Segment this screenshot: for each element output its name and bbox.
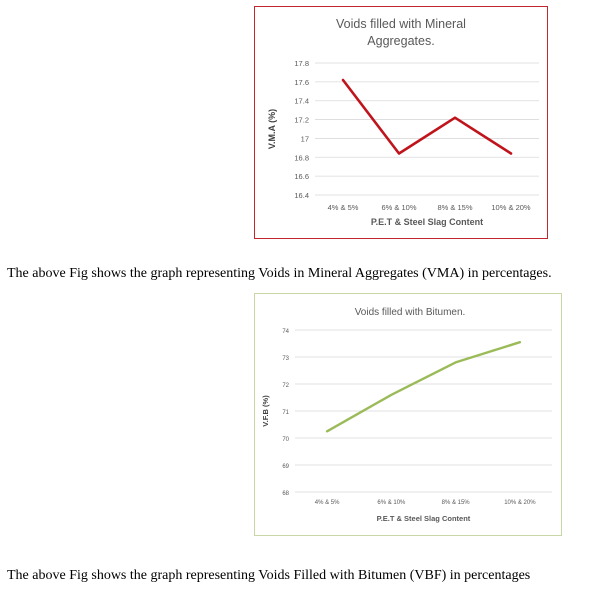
- vbf-caption: The above Fig shows the graph representi…: [7, 568, 531, 583]
- vbf-chart-svg: Voids filled with Bitumen. 68 69 70 71 72 73 74…: [261, 307, 552, 523]
- vbf-x-tick-label: 6% & 10%: [377, 500, 406, 506]
- vma-y-tick-label: 17.6: [294, 78, 309, 87]
- vma-chart-title: Aggregates.: [367, 34, 434, 48]
- vbf-y-tick-label: 70: [282, 437, 289, 443]
- vbf-chart-title: Voids filled with Bitumen.: [355, 307, 466, 318]
- vbf-series-line: [325, 341, 522, 433]
- vma-y-tick-label: 17.4: [294, 97, 309, 106]
- vbf-y-tick-label: 73: [282, 356, 289, 362]
- vma-chart-svg: Voids filled with Mineral Aggregates. 16.4…: [267, 17, 539, 227]
- vma-y-tick-label: 16.4: [294, 191, 309, 200]
- vma-x-tick-label: 4% & 5%: [328, 203, 359, 212]
- vbf-y-tick-label: 71: [282, 410, 289, 416]
- vbf-x-tick-label: 4% & 5%: [315, 500, 340, 506]
- vma-chart-title: Voids filled with Mineral: [336, 17, 466, 31]
- vma-caption: The above Fig shows the graph representi…: [7, 266, 552, 281]
- vma-x-tick-label: 10% & 20%: [491, 203, 531, 212]
- vbf-y-tick-label: 72: [282, 383, 289, 389]
- vma-x-tick-label: 6% & 10%: [381, 203, 416, 212]
- vbf-y-tick-label: 69: [282, 464, 289, 470]
- vma-y-tick-label: 17: [301, 134, 309, 143]
- vma-chart: Voids filled with Mineral Aggregates. 16.4…: [254, 6, 548, 239]
- vma-y-tick-label: 16.6: [294, 172, 309, 181]
- vbf-chart: Voids filled with Bitumen. 68 69 70 71 72 73 74…: [254, 293, 562, 536]
- vbf-x-tick-label: 10% & 20%: [504, 500, 536, 506]
- vbf-y-axis-label: V.F.B (%): [261, 395, 270, 427]
- vbf-x-axis-label: P.E.T & Steel Slag Content: [377, 514, 471, 523]
- vma-y-tick-label: 16.8: [294, 153, 309, 162]
- vma-series-line: [341, 78, 513, 155]
- vbf-y-tick-label: 74: [282, 329, 289, 335]
- vma-x-axis-label: P.E.T & Steel Slag Content: [371, 217, 483, 227]
- vma-y-axis-label: V.M.A (%): [267, 109, 277, 149]
- vma-y-tick-label: 17.2: [294, 116, 309, 125]
- vbf-y-tick-label: 68: [282, 491, 289, 497]
- vbf-x-tick-label: 8% & 15%: [442, 500, 471, 506]
- vma-x-tick-label: 8% & 15%: [437, 203, 472, 212]
- vma-y-tick-label: 17.8: [294, 59, 309, 68]
